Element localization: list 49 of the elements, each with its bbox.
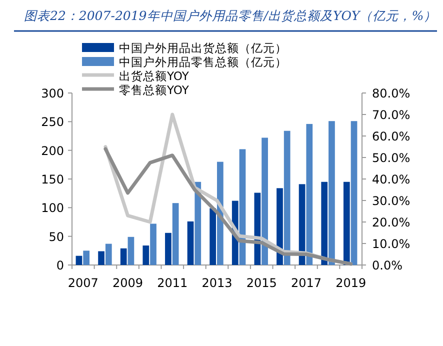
x-tick-label: 2009	[112, 276, 144, 290]
bar	[350, 121, 358, 265]
x-tick-label: 2013	[202, 276, 232, 290]
y-tick-label: 50	[48, 230, 64, 244]
y-tick-label: 0	[56, 258, 64, 272]
legend-label: 出货总额YOY	[119, 69, 190, 83]
bar	[321, 182, 328, 265]
x-tick-label: 2011	[157, 276, 188, 290]
bar	[128, 236, 134, 265]
x-tick-label: 2019	[336, 276, 366, 290]
y-tick-label: 100	[41, 201, 64, 216]
y2-tick-label: 20.0%	[372, 216, 410, 230]
x-tick-label: 2017	[290, 276, 322, 290]
bar	[284, 130, 290, 265]
y-tick-label: 300	[41, 86, 64, 100]
bar	[262, 138, 268, 265]
bar	[276, 188, 283, 265]
x-tick-label: 2015	[246, 276, 277, 290]
bar	[120, 248, 127, 265]
bar	[150, 224, 156, 265]
bar	[187, 221, 194, 265]
y2-tick-label: 70.0%	[372, 108, 410, 122]
y2-tick-label: 10.0%	[372, 237, 410, 251]
bar	[165, 232, 172, 265]
bar	[306, 124, 313, 265]
bar	[83, 250, 90, 265]
line-series	[104, 147, 353, 266]
y2-tick-label: 80.0%	[372, 86, 410, 100]
y2-tick-label: 60.0%	[372, 130, 410, 144]
y-tick-label: 200	[41, 144, 64, 158]
x-tick-label: 2007	[68, 276, 98, 290]
bar	[210, 208, 216, 265]
y2-tick-label: 50.0%	[372, 151, 410, 165]
bar	[142, 246, 150, 265]
y2-tick-label: 0.0%	[372, 258, 402, 272]
bar	[76, 256, 82, 265]
legend-label: 中国户外用品出货总额（亿元）	[119, 41, 287, 55]
y2-tick-label: 40.0%	[372, 172, 410, 186]
bar	[343, 182, 350, 265]
bar	[98, 251, 104, 265]
legend-label: 中国户外用品零售总额（亿元）	[119, 55, 287, 69]
bar	[328, 121, 335, 265]
legend-label: 零售总额YOY	[119, 83, 190, 97]
y2-tick-label: 30.0%	[372, 194, 410, 208]
bar	[105, 244, 112, 265]
bar	[172, 203, 179, 265]
chart-title: 图表22：2007-2019年中国户外用品零售/出货总额及YOY（亿元，%）	[24, 8, 437, 23]
y-tick-label: 250	[41, 115, 64, 130]
y-tick-label: 150	[41, 172, 64, 186]
